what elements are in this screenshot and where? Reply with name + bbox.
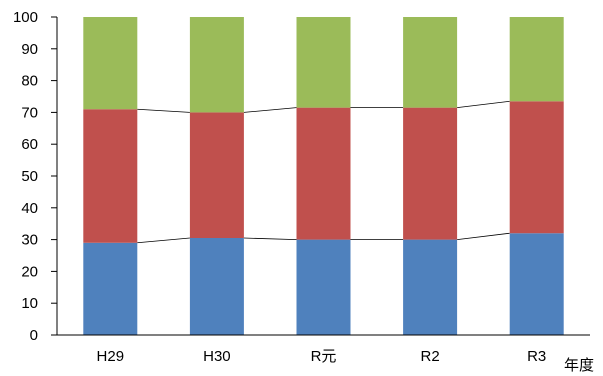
x-category-label-1: H29 <box>97 348 125 365</box>
bar-segment-3-1 <box>83 17 138 110</box>
bar-segments <box>83 17 564 335</box>
x-axis-labels: H29 H30 R元 R2 R3 <box>97 348 547 365</box>
bar-segment-3-4 <box>403 17 458 108</box>
y-tick-label-20: 20 <box>21 263 38 280</box>
connector-line-2-1 <box>137 108 190 113</box>
bar-segment-3-5 <box>509 17 564 102</box>
y-tick-label-50: 50 <box>21 168 38 185</box>
y-tick-label-100: 100 <box>13 9 38 26</box>
bar-segment-3-3 <box>296 17 351 108</box>
y-tick-label-40: 40 <box>21 200 38 217</box>
bar-segment-1-4 <box>403 239 458 335</box>
connector-line-2-4 <box>457 100 510 109</box>
connector-line-1-2 <box>243 237 297 240</box>
connector-line-2-2 <box>243 107 297 113</box>
bar-segment-1-3 <box>296 239 351 335</box>
x-category-label-4: R2 <box>421 348 440 365</box>
series-connector-lines <box>137 100 510 244</box>
x-category-label-3: R元 <box>311 348 337 365</box>
y-tick-label-30: 30 <box>21 232 38 249</box>
x-category-label-5: R3 <box>527 348 546 365</box>
y-tick-label-10: 10 <box>21 295 38 312</box>
bar-segment-1-5 <box>509 233 564 335</box>
bar-segment-2-4 <box>403 107 458 240</box>
bar-segment-2-1 <box>83 109 138 243</box>
bar-segment-2-2 <box>189 112 244 239</box>
bar-segment-3-2 <box>189 17 244 113</box>
y-axis-ticks: 0 10 20 30 40 50 60 70 80 90 100 <box>13 9 57 344</box>
y-tick-label-60: 60 <box>21 136 38 153</box>
bar-segment-1-1 <box>83 242 138 335</box>
y-tick-label-80: 80 <box>21 73 38 90</box>
connector-line-1-1 <box>137 237 190 244</box>
y-tick-label-70: 70 <box>21 104 38 121</box>
x-category-label-2: H30 <box>203 348 231 365</box>
bar-segment-2-3 <box>296 107 351 240</box>
x-axis-unit-label: 年度 <box>564 356 594 374</box>
y-tick-label-90: 90 <box>21 41 38 58</box>
bar-segment-1-2 <box>189 238 244 335</box>
y-tick-label-0: 0 <box>30 327 38 344</box>
bar-segment-2-5 <box>509 101 564 234</box>
connector-line-1-4 <box>457 232 510 240</box>
